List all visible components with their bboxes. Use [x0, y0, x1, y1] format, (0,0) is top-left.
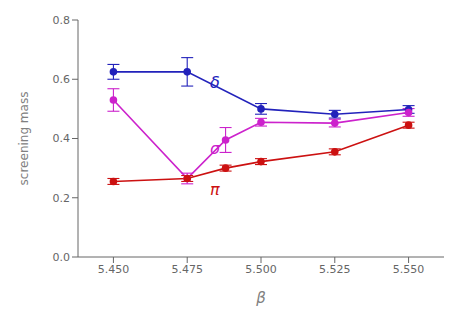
svg-text:0.0: 0.0	[53, 251, 71, 264]
svg-text:0.6: 0.6	[53, 73, 71, 86]
svg-text:5.525: 5.525	[319, 263, 351, 276]
svg-text:0.2: 0.2	[53, 192, 71, 205]
svg-text:β: β	[255, 289, 266, 307]
svg-text:δ: δ	[210, 73, 220, 92]
svg-text:5.475: 5.475	[171, 263, 203, 276]
svg-text:π: π	[210, 180, 220, 199]
svg-text:5.550: 5.550	[393, 263, 425, 276]
svg-text:screening mass: screening mass	[17, 92, 31, 186]
svg-text:0.8: 0.8	[53, 14, 71, 27]
svg-text:5.500: 5.500	[245, 263, 277, 276]
svg-text:σ: σ	[210, 139, 221, 158]
svg-text:0.4: 0.4	[53, 132, 71, 145]
svg-text:5.450: 5.450	[98, 263, 130, 276]
